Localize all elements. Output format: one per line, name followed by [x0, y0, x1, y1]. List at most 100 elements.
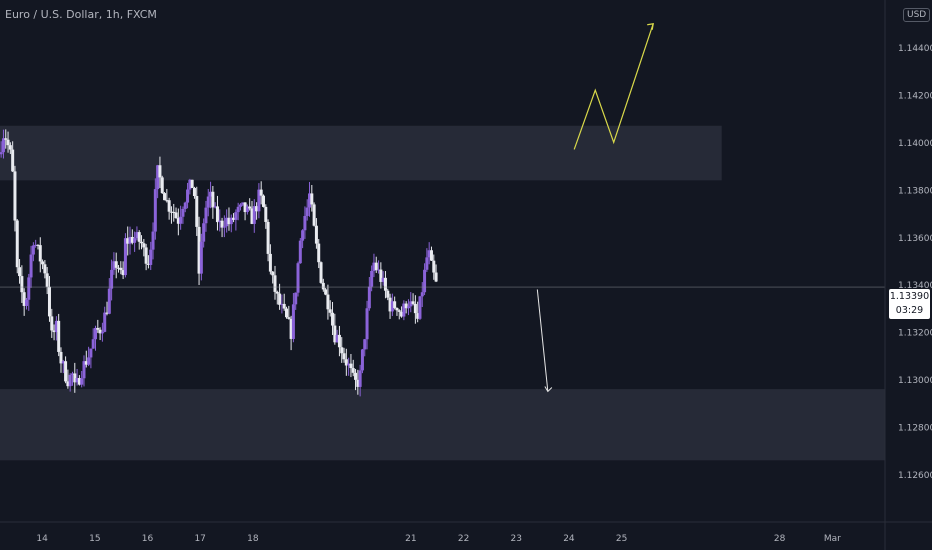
last-price-tag: 1.13390 03:29 — [889, 289, 930, 319]
candle-body — [13, 171, 17, 221]
candle-body — [248, 206, 252, 209]
candle-body — [133, 238, 137, 243]
candle-body — [45, 273, 49, 287]
candle-body — [317, 243, 321, 263]
candle-body — [294, 292, 298, 305]
candle-body — [324, 289, 328, 295]
candle-body — [358, 370, 362, 387]
candle-body — [80, 378, 84, 385]
candle-body — [82, 361, 86, 379]
x-tick-label: 24 — [563, 534, 575, 544]
candle-body — [84, 361, 88, 365]
candles-layer — [0, 129, 438, 397]
candle-body — [400, 311, 404, 317]
candle-body — [411, 301, 415, 304]
candle-body — [172, 211, 176, 213]
candle-body — [402, 303, 406, 317]
candle-body — [282, 303, 286, 309]
candle-body — [94, 327, 98, 340]
candle-body — [195, 196, 199, 227]
candle-body — [335, 334, 339, 343]
currency-button[interactable]: USD — [903, 8, 931, 22]
candle-body — [181, 208, 185, 217]
candle-body — [204, 207, 208, 224]
candle-body — [429, 250, 433, 261]
candle-body — [229, 217, 233, 225]
candle-body — [386, 290, 390, 298]
candle-body — [278, 293, 282, 305]
candle-body — [11, 149, 15, 172]
candle-body — [197, 226, 201, 274]
candle-body — [215, 206, 219, 223]
candle-body — [149, 249, 153, 265]
candle-body — [142, 243, 146, 248]
candle-body — [70, 373, 74, 375]
candle-body — [225, 217, 229, 227]
projection-up-arrowhead — [647, 22, 654, 30]
candle-body — [238, 204, 242, 207]
candle-body — [61, 361, 65, 364]
candle-body — [310, 193, 314, 205]
y-tick-label: 1.12600 — [898, 471, 932, 481]
candle-body — [15, 220, 19, 268]
candle-body — [98, 329, 102, 334]
last-price-value: 1.13390 — [889, 291, 930, 302]
candle-body — [174, 212, 178, 219]
candle-body — [298, 240, 302, 264]
y-tick-label: 1.12800 — [898, 424, 932, 434]
candle-body — [110, 269, 114, 289]
candle-body — [241, 202, 245, 205]
candle-body — [186, 189, 190, 203]
candle-body — [59, 351, 63, 364]
projection-down-arrowhead — [544, 386, 553, 393]
candle-body — [236, 206, 240, 213]
candle-body — [68, 374, 72, 387]
candle-body — [20, 276, 24, 293]
candle-body — [144, 247, 148, 264]
candle-body — [6, 139, 10, 146]
candle-body — [372, 262, 376, 271]
candle-body — [4, 138, 8, 140]
candle-body — [305, 207, 309, 216]
candle-body — [183, 202, 187, 209]
candle-body — [416, 313, 420, 319]
candle-body — [314, 225, 318, 244]
candle-body — [234, 212, 238, 220]
candle-body — [413, 303, 417, 314]
candle-body — [374, 262, 378, 271]
candle-body — [331, 312, 335, 326]
candle-body — [146, 263, 150, 265]
candle-body — [100, 331, 104, 334]
candle-body — [337, 334, 341, 348]
candle-body — [328, 309, 332, 313]
candle-body — [18, 267, 22, 277]
candle-body — [296, 263, 300, 293]
candle-body — [160, 177, 164, 194]
candle-body — [192, 187, 196, 197]
x-tick-label: Mar — [824, 534, 841, 544]
candle-body — [22, 292, 26, 306]
candle-body — [54, 320, 58, 333]
candle-body — [112, 261, 116, 270]
x-tick-label: 23 — [511, 534, 522, 544]
candle-body — [377, 269, 381, 271]
candle-body — [29, 254, 33, 278]
candle-body — [91, 339, 95, 349]
candle-body — [275, 291, 279, 294]
candle-body — [232, 217, 236, 220]
candle-body — [255, 206, 259, 212]
candle-body — [321, 282, 325, 290]
y-tick-label: 1.14400 — [898, 44, 932, 54]
candle-body — [381, 277, 385, 282]
candle-body — [135, 232, 139, 239]
candle-body — [326, 294, 330, 310]
candle-body — [27, 277, 31, 300]
candle-body — [271, 271, 275, 276]
candle-body — [243, 202, 247, 213]
candle-body — [379, 269, 383, 282]
zone-1 — [0, 389, 885, 461]
candle-body — [0, 152, 3, 155]
candle-body — [397, 310, 401, 312]
candle-body — [165, 200, 169, 202]
